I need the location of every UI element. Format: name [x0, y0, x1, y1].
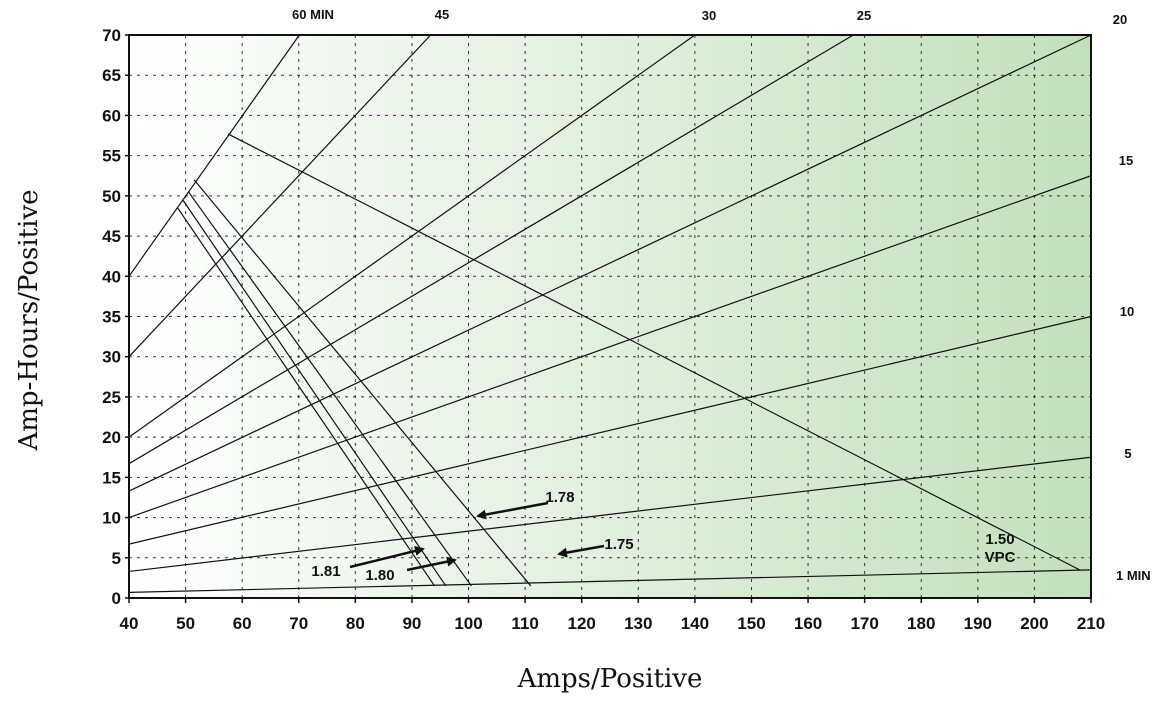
x-tick-label: 110 [511, 614, 538, 633]
series-line-time [128, 315, 1092, 545]
voltage-label-arrow [349, 546, 425, 569]
x-tick-label: 170 [850, 614, 878, 633]
x-tick-label: 210 [1077, 614, 1105, 633]
y-tick-label: 40 [102, 267, 121, 286]
time-line-label: 1 MIN [1116, 568, 1151, 583]
axes: 40 50 60 70 80 90 100 110 120 130 140 150 160 170 180 1… [102, 26, 1105, 633]
time-line-label: 60 MIN [292, 7, 334, 22]
y-tick-label: 50 [102, 187, 121, 206]
series-lines [128, 34, 1092, 593]
x-tick-label: 190 [964, 614, 992, 633]
x-tick-label: 80 [346, 614, 365, 633]
y-tick-label: 10 [102, 509, 121, 528]
voltage-line-label: 1.80 [365, 567, 394, 584]
x-tick-label: 100 [454, 614, 482, 633]
y-tick-label: 60 [102, 106, 121, 125]
x-tick-label: 130 [624, 614, 652, 633]
y-tick-label: 15 [102, 468, 121, 487]
voltage-label-arrow [406, 556, 457, 572]
x-tick-label: 40 [120, 614, 139, 633]
time-line-label: 25 [857, 8, 871, 23]
series-line-voltage [227, 133, 1080, 571]
x-tick-label: 160 [794, 614, 822, 633]
x-tick-label: 50 [176, 614, 195, 633]
y-tick-label: 70 [102, 26, 121, 45]
x-axis-title: Amps/Positive [517, 664, 703, 694]
voltage-line-label: VPC [985, 549, 1016, 566]
time-line-label: 20 [1113, 12, 1127, 27]
voltage-line-label: 1.50 [985, 531, 1014, 548]
x-tick-label: 150 [737, 614, 765, 633]
x-tick-label: 200 [1020, 614, 1048, 633]
x-tick-label: 60 [233, 614, 252, 633]
y-tick-label: 45 [102, 227, 121, 246]
voltage-label-arrow [557, 544, 605, 558]
y-tick-label: 5 [112, 549, 121, 568]
y-tick-label: 30 [102, 348, 121, 367]
x-tick-label: 180 [907, 614, 935, 633]
series-line-time [128, 34, 696, 438]
y-tick-label: 35 [102, 308, 121, 327]
y-tick-label: 55 [102, 147, 121, 166]
series-line-voltage [193, 179, 532, 587]
time-line-label: 30 [702, 8, 716, 23]
series-line-time [128, 569, 1092, 593]
series-line-time [128, 34, 1092, 492]
voltage-line-label: 1.81 [311, 563, 340, 580]
series-line-voltage [187, 191, 472, 587]
series-line-time [128, 34, 854, 465]
voltage-label-arrow [476, 501, 549, 520]
time-line-label: 10 [1120, 304, 1134, 319]
y-axis-title: Amp-Hours/Positive [14, 189, 44, 451]
time-line-label: 5 [1124, 446, 1131, 461]
series-line-voltage [177, 207, 436, 587]
voltage-line-label: 1.78 [545, 489, 574, 506]
y-tick-label: 0 [112, 589, 121, 608]
series-line-time [128, 34, 432, 358]
time-line-label: 45 [435, 7, 449, 22]
x-tick-label: 90 [402, 614, 421, 633]
voltage-line-label: 1.75 [604, 536, 633, 553]
y-tick-label: 65 [102, 66, 121, 85]
series-line-time [128, 175, 1092, 519]
x-tick-label: 70 [289, 614, 308, 633]
series-line-voltage [182, 199, 447, 587]
series-line-time [128, 456, 1092, 573]
y-tick-label: 25 [102, 388, 121, 407]
time-line-label: 15 [1119, 153, 1133, 168]
x-tick-label: 120 [568, 614, 596, 633]
y-tick-label: 20 [102, 428, 121, 447]
series-line-time [128, 34, 300, 277]
line-labels: 60 MIN 45 30 25 20 15 10 5 1 MIN 1.81 1.80 1.78 1.75… [292, 7, 1151, 584]
x-tick-label: 140 [681, 614, 709, 633]
